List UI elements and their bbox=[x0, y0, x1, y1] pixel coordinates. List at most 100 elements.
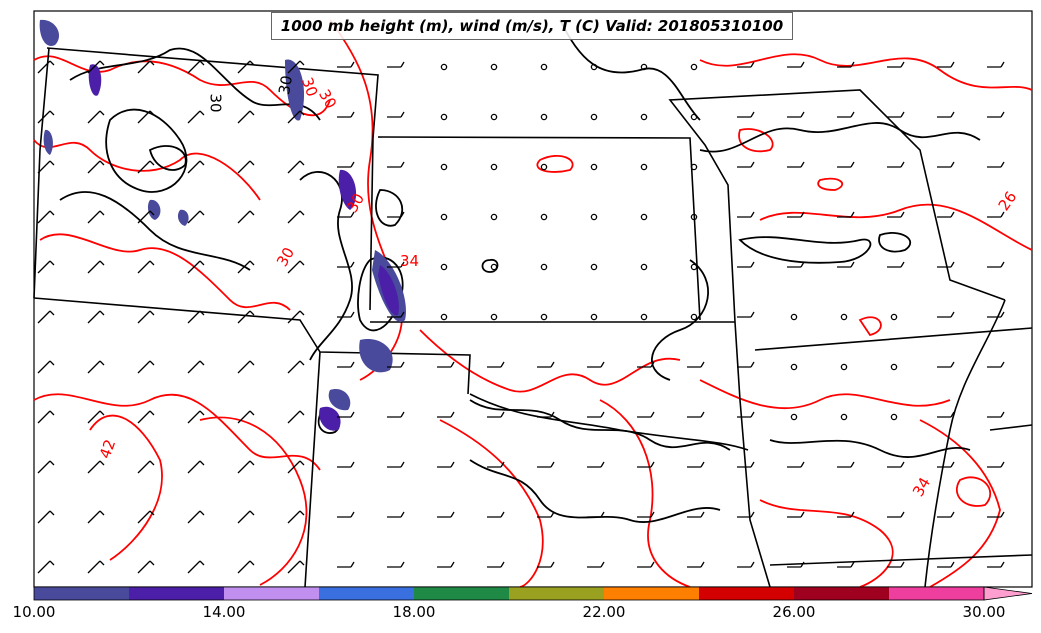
wind-barb bbox=[287, 210, 305, 224]
calm-wind-marker bbox=[890, 413, 898, 421]
wind-barb bbox=[537, 511, 555, 518]
wind-barb bbox=[87, 260, 105, 274]
colorbar-segment bbox=[509, 587, 604, 600]
wind-barb bbox=[387, 111, 405, 118]
calm-wind-marker bbox=[640, 63, 648, 71]
calm-wind-marker bbox=[590, 263, 598, 271]
wind-barb bbox=[787, 211, 805, 218]
calm-wind-marker bbox=[440, 113, 448, 121]
wind-barb bbox=[337, 511, 355, 518]
colorbar-segment bbox=[224, 587, 319, 600]
wind-barb bbox=[87, 110, 105, 124]
calm-wind-marker bbox=[890, 363, 898, 371]
wind-barb bbox=[887, 61, 905, 68]
wind-barb bbox=[87, 160, 105, 174]
wind-barb bbox=[737, 511, 755, 518]
wind-barb bbox=[887, 161, 905, 168]
wind-barb bbox=[287, 110, 305, 124]
calm-wind-marker bbox=[790, 413, 798, 421]
colorbar-segment bbox=[699, 587, 794, 600]
calm-wind-marker bbox=[490, 163, 498, 171]
wind-barb bbox=[637, 561, 655, 568]
wind-barb bbox=[437, 461, 455, 468]
wind-barb bbox=[137, 360, 155, 374]
calm-wind-marker bbox=[640, 163, 648, 171]
wind-barb bbox=[537, 361, 555, 368]
wind-barb bbox=[787, 61, 805, 68]
wind-barb bbox=[637, 511, 655, 518]
calm-wind-marker bbox=[540, 163, 548, 171]
wind-barb bbox=[587, 361, 605, 368]
wind-barb bbox=[37, 310, 55, 324]
wind-barb bbox=[387, 211, 405, 218]
wind-barb bbox=[287, 560, 305, 574]
wind-barb bbox=[487, 461, 505, 468]
wind-barb bbox=[387, 311, 405, 318]
wind-barb bbox=[837, 461, 855, 468]
wind-barb bbox=[287, 460, 305, 474]
wind-barb bbox=[737, 261, 755, 268]
wind-barb bbox=[787, 261, 805, 268]
wind-barb bbox=[787, 161, 805, 168]
wind-barb bbox=[937, 111, 955, 118]
wind-barb bbox=[737, 211, 755, 218]
wind-barb bbox=[987, 311, 1005, 318]
colorbar-segment bbox=[129, 587, 224, 600]
wind-barb bbox=[887, 111, 905, 118]
wind-barb bbox=[887, 261, 905, 268]
colorbar-tick-label: 30.00 bbox=[962, 603, 1006, 621]
wind-barb bbox=[137, 210, 155, 224]
wind-barb bbox=[187, 110, 205, 124]
wind-barb bbox=[937, 161, 955, 168]
wind-barb bbox=[987, 461, 1005, 468]
calm-wind-marker bbox=[440, 163, 448, 171]
wind-barb bbox=[987, 411, 1005, 418]
wind-barb bbox=[287, 60, 305, 74]
wind-barb bbox=[337, 211, 355, 218]
colorbar-segment bbox=[414, 587, 509, 600]
colorbar-segment bbox=[34, 587, 129, 600]
wind-barb bbox=[837, 211, 855, 218]
wind-barb bbox=[787, 111, 805, 118]
height-contour-label: 30 bbox=[275, 74, 297, 96]
wind-barb bbox=[637, 461, 655, 468]
wind-barb bbox=[137, 60, 155, 74]
height-contours bbox=[59, 19, 981, 523]
colorbar-outline bbox=[33, 586, 985, 601]
wind-barb bbox=[487, 511, 505, 518]
wind-barb bbox=[37, 410, 55, 424]
wind-barb bbox=[837, 561, 855, 568]
wind-barb bbox=[187, 160, 205, 174]
calm-wind-marker bbox=[590, 313, 598, 321]
map-frame bbox=[33, 10, 1033, 588]
wind-barb bbox=[687, 411, 705, 418]
shaded-patches bbox=[39, 19, 406, 431]
wind-barb bbox=[237, 460, 255, 474]
colorbar-tick-label: 26.00 bbox=[772, 603, 816, 621]
wind-barb bbox=[987, 361, 1005, 368]
calm-wind-marker bbox=[690, 213, 698, 221]
wind-barb bbox=[287, 310, 305, 324]
wind-barb bbox=[87, 460, 105, 474]
wind-barb bbox=[737, 411, 755, 418]
calm-wind-marker bbox=[690, 63, 698, 71]
wind-barb bbox=[987, 161, 1005, 168]
wind-barb bbox=[437, 361, 455, 368]
wind-barb bbox=[37, 260, 55, 274]
wind-barb bbox=[887, 511, 905, 518]
wind-barb bbox=[387, 61, 405, 68]
wind-barb bbox=[37, 510, 55, 524]
calm-wind-marker bbox=[540, 313, 548, 321]
wind-barb bbox=[737, 111, 755, 118]
wind-barb bbox=[837, 161, 855, 168]
wind-barb bbox=[737, 461, 755, 468]
temperature-contour-label: 34 bbox=[400, 252, 420, 270]
wind-barb bbox=[737, 561, 755, 568]
wind-barb bbox=[237, 160, 255, 174]
wind-barb bbox=[237, 510, 255, 524]
wind-barb bbox=[87, 560, 105, 574]
wind-barb bbox=[387, 461, 405, 468]
wind-barb bbox=[237, 360, 255, 374]
wind-barb bbox=[237, 110, 255, 124]
wind-barb bbox=[287, 510, 305, 524]
